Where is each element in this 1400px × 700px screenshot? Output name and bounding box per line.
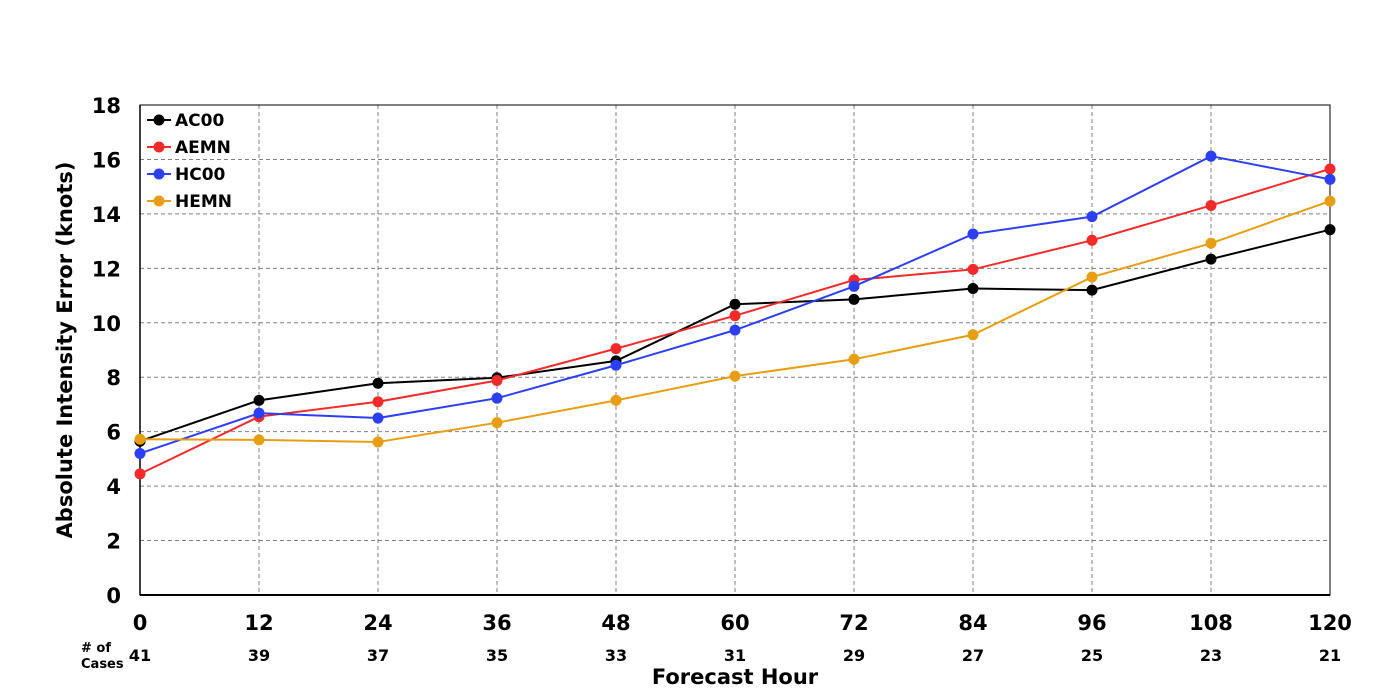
- x-tick-label: 84: [958, 611, 987, 635]
- case-count: 21: [1319, 646, 1341, 665]
- data-point-ac00: [372, 377, 384, 389]
- legend-label: HEMN: [175, 192, 232, 212]
- data-point-aemn: [1086, 234, 1098, 246]
- data-point-ac00: [253, 394, 265, 406]
- data-point-hemn: [1324, 195, 1336, 207]
- case-count: 29: [843, 646, 865, 665]
- data-point-hemn: [372, 436, 384, 448]
- case-count: 33: [605, 646, 627, 665]
- series-hemn: [134, 195, 1336, 448]
- cases-title-line-1: # of: [81, 641, 111, 656]
- case-count-row: 41 39 37 35 33 31 29 27 25 23 21: [129, 646, 1341, 665]
- data-point-ac00: [967, 282, 979, 294]
- data-point-hemn: [848, 353, 860, 365]
- data-point-hc00: [134, 447, 146, 459]
- legend: AC00 AEMN HC00 HEMN: [147, 111, 232, 212]
- data-point-aemn: [134, 468, 146, 480]
- data-point-hc00: [610, 359, 622, 371]
- x-axis-title: Forecast Hour: [652, 665, 819, 689]
- x-tick-label: 108: [1189, 611, 1233, 635]
- data-point-hemn: [610, 394, 622, 406]
- data-point-hc00: [967, 228, 979, 240]
- x-tick-label: 60: [720, 611, 749, 635]
- series-line-hemn: [139, 200, 1331, 444]
- data-point-aemn: [610, 343, 622, 355]
- data-point-hc00: [1324, 173, 1336, 185]
- y-axis-title: Absolute Intensity Error (knots): [53, 162, 77, 539]
- data-point-hc00: [372, 412, 384, 424]
- legend-swatch-marker: [153, 141, 165, 153]
- data-point-aemn: [1205, 199, 1217, 211]
- data-point-hemn: [967, 329, 979, 341]
- case-count: 31: [724, 646, 746, 665]
- x-tick-label: 0: [133, 611, 148, 635]
- cases-title-line-2: Cases: [81, 657, 124, 672]
- x-tick-label: 12: [244, 611, 273, 635]
- y-tick-label: 2: [106, 530, 121, 554]
- data-point-hemn: [729, 370, 741, 382]
- data-point-aemn: [372, 396, 384, 408]
- y-tick-label: 18: [92, 94, 121, 118]
- data-point-hc00: [848, 280, 860, 292]
- series-aemn: [134, 163, 1336, 480]
- data-point-hemn: [253, 434, 265, 446]
- x-tick-label: 36: [482, 611, 511, 635]
- data-point-aemn: [1324, 163, 1336, 175]
- data-point-ac00: [729, 298, 741, 310]
- data-point-ac00: [1324, 224, 1336, 236]
- data-point-hemn: [1086, 271, 1098, 283]
- case-count: 41: [129, 646, 151, 665]
- x-tick-label: 24: [363, 611, 392, 635]
- data-point-hc00: [491, 392, 503, 404]
- x-tick-label: 120: [1308, 611, 1352, 635]
- legend-item-hemn: HEMN: [147, 192, 232, 212]
- legend-item-aemn: AEMN: [147, 138, 231, 158]
- x-tick-label: 96: [1077, 611, 1106, 635]
- grid-lines: [140, 105, 1330, 595]
- case-count: 35: [486, 646, 508, 665]
- legend-label: AEMN: [175, 138, 231, 158]
- y-tick-label: 6: [106, 421, 121, 445]
- y-tick-label: 0: [106, 584, 121, 608]
- data-point-hc00: [1086, 211, 1098, 223]
- legend-swatch-marker: [153, 168, 165, 180]
- y-tick-label: 4: [106, 475, 121, 499]
- case-count: 37: [367, 646, 389, 665]
- y-tick-labels: 0 2 4 6 8 10 12 14 16 18: [92, 94, 121, 608]
- x-tick-labels: 0 12 24 36 48 60 72 84 96 108 120: [133, 611, 1352, 635]
- data-point-aemn: [967, 263, 979, 275]
- case-count: 25: [1081, 646, 1103, 665]
- y-tick-label: 12: [92, 257, 121, 281]
- legend-label: AC00: [175, 111, 224, 131]
- x-tick-label: 72: [839, 611, 868, 635]
- legend-item-hc00: HC00: [147, 165, 226, 185]
- y-tick-label: 14: [92, 203, 121, 227]
- data-point-hemn: [134, 433, 146, 445]
- data-point-hc00: [1205, 150, 1217, 162]
- data-point-hemn: [491, 417, 503, 429]
- data-point-aemn: [729, 310, 741, 322]
- legend-label: HC00: [175, 165, 226, 185]
- data-point-ac00: [1086, 284, 1098, 296]
- y-tick-label: 10: [92, 312, 121, 336]
- data-point-ac00: [848, 293, 860, 305]
- data-point-hc00: [729, 324, 741, 336]
- data-point-hemn: [1205, 237, 1217, 249]
- y-tick-label: 16: [92, 148, 121, 172]
- series-lines: [134, 150, 1336, 480]
- case-count: 39: [248, 646, 270, 665]
- legend-swatch-marker: [153, 114, 165, 126]
- x-tick-label: 48: [601, 611, 630, 635]
- y-tick-label: 8: [106, 366, 121, 390]
- series-hc00: [134, 150, 1336, 459]
- legend-swatch-marker: [153, 195, 165, 207]
- case-count: 27: [962, 646, 984, 665]
- case-count: 23: [1200, 646, 1222, 665]
- data-point-ac00: [1205, 253, 1217, 265]
- data-point-hc00: [253, 407, 265, 419]
- data-point-aemn: [491, 374, 503, 386]
- legend-item-ac00: AC00: [147, 111, 224, 131]
